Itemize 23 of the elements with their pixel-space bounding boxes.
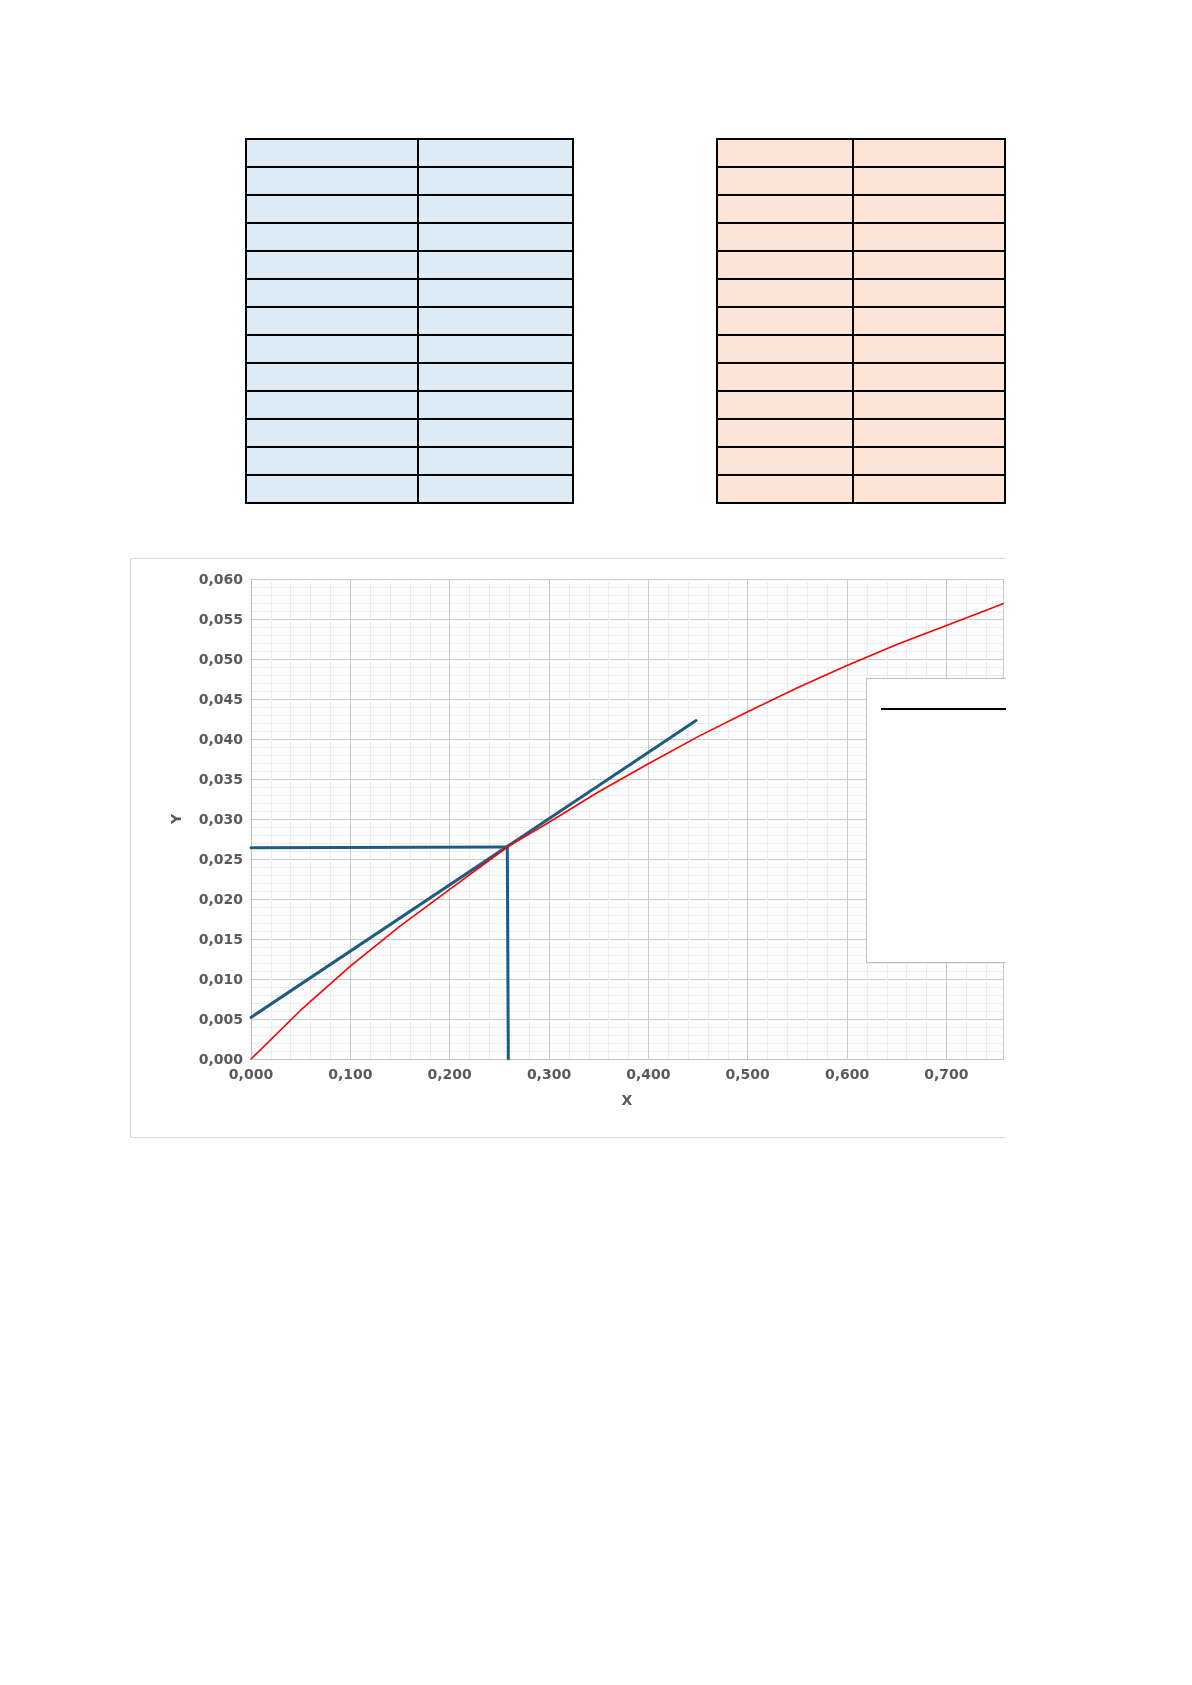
y-tick-label: 0,025 <box>198 851 243 867</box>
y-tick-label: 0,030 <box>198 811 244 827</box>
x-tick-label: 0,500 <box>725 1066 771 1082</box>
x-tick-label: 0,000 <box>228 1066 274 1082</box>
x-tick-label: 0,600 <box>824 1066 870 1082</box>
x-tick-label: 0,400 <box>626 1066 671 1082</box>
y-tick-label: 0,055 <box>198 611 243 627</box>
x-tick-label: 0,100 <box>328 1066 373 1082</box>
y-tick-label: 0,005 <box>198 1011 243 1027</box>
x-tick-label: 0,700 <box>924 1066 969 1082</box>
y-tick-label: 0,045 <box>198 691 243 707</box>
y-tick-label: 0,050 <box>198 651 244 667</box>
y-tick-label: 0,040 <box>198 731 244 747</box>
y-tick-label: 0,000 <box>198 1051 244 1067</box>
y-tick-label: 0,035 <box>198 771 243 787</box>
y-tick-label: 0,060 <box>198 571 244 587</box>
y-tick-label: 0,010 <box>198 971 244 987</box>
y-tick-label: 0,015 <box>198 931 243 947</box>
x-tick-label: 0,200 <box>427 1066 473 1082</box>
x-axis-title: X <box>621 1092 633 1108</box>
y-axis-title: Y <box>168 813 184 826</box>
y-tick-label: 0,020 <box>198 891 244 907</box>
x-tick-label: 0,300 <box>526 1066 572 1082</box>
